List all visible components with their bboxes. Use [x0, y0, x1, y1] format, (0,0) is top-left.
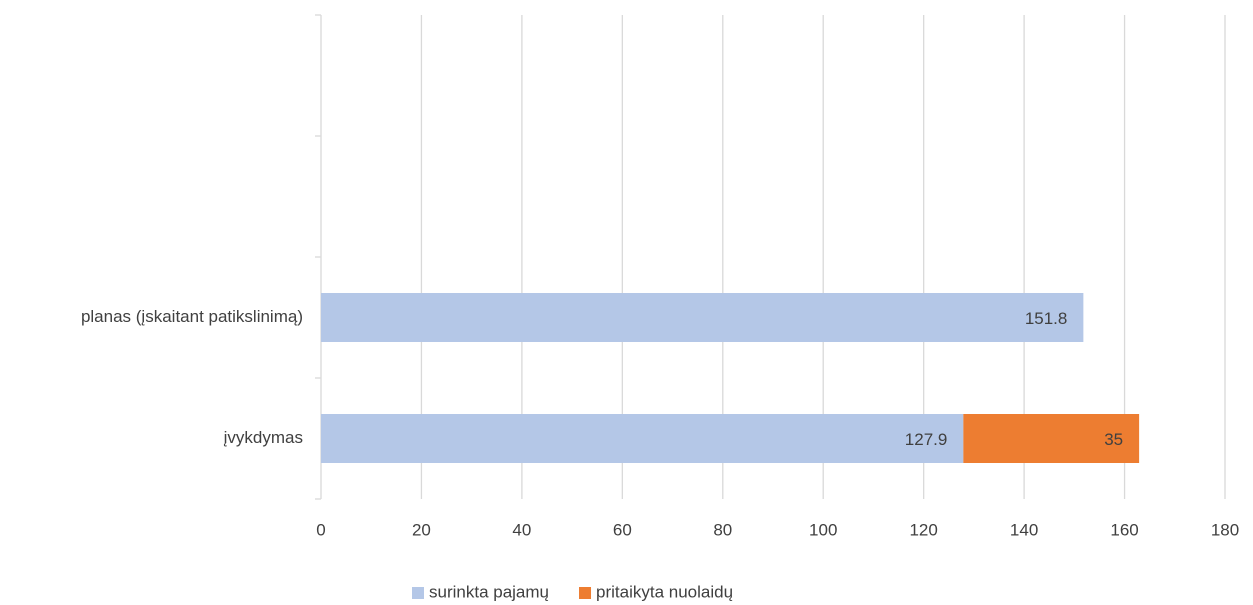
y-tick-label: įvykdymas — [224, 428, 303, 447]
y-tick-label: planas (įskaitant patikslinimą) — [81, 307, 303, 326]
bar-segment — [963, 414, 1140, 463]
x-tick-label: 80 — [713, 520, 732, 539]
legend-swatch — [579, 587, 592, 599]
x-tick-label: 40 — [512, 520, 531, 539]
legend-label: pritaikyta nuolaidų — [596, 582, 733, 601]
x-tick-label: 140 — [1010, 520, 1038, 539]
data-label: 151.8 — [1025, 309, 1068, 328]
x-tick-label: 20 — [412, 520, 431, 539]
x-tick-label: 180 — [1211, 520, 1239, 539]
data-label: 35 — [1104, 430, 1123, 449]
x-tick-label: 120 — [909, 520, 937, 539]
bar-segment — [321, 293, 1084, 342]
legend-label: surinkta pajamų — [429, 582, 549, 601]
x-tick-label: 160 — [1110, 520, 1138, 539]
bar-segment — [321, 414, 964, 463]
data-label: 127.9 — [905, 430, 948, 449]
x-tick-label: 60 — [613, 520, 632, 539]
x-tick-label: 0 — [316, 520, 325, 539]
x-tick-label: 100 — [809, 520, 837, 539]
legend-swatch — [412, 587, 424, 599]
